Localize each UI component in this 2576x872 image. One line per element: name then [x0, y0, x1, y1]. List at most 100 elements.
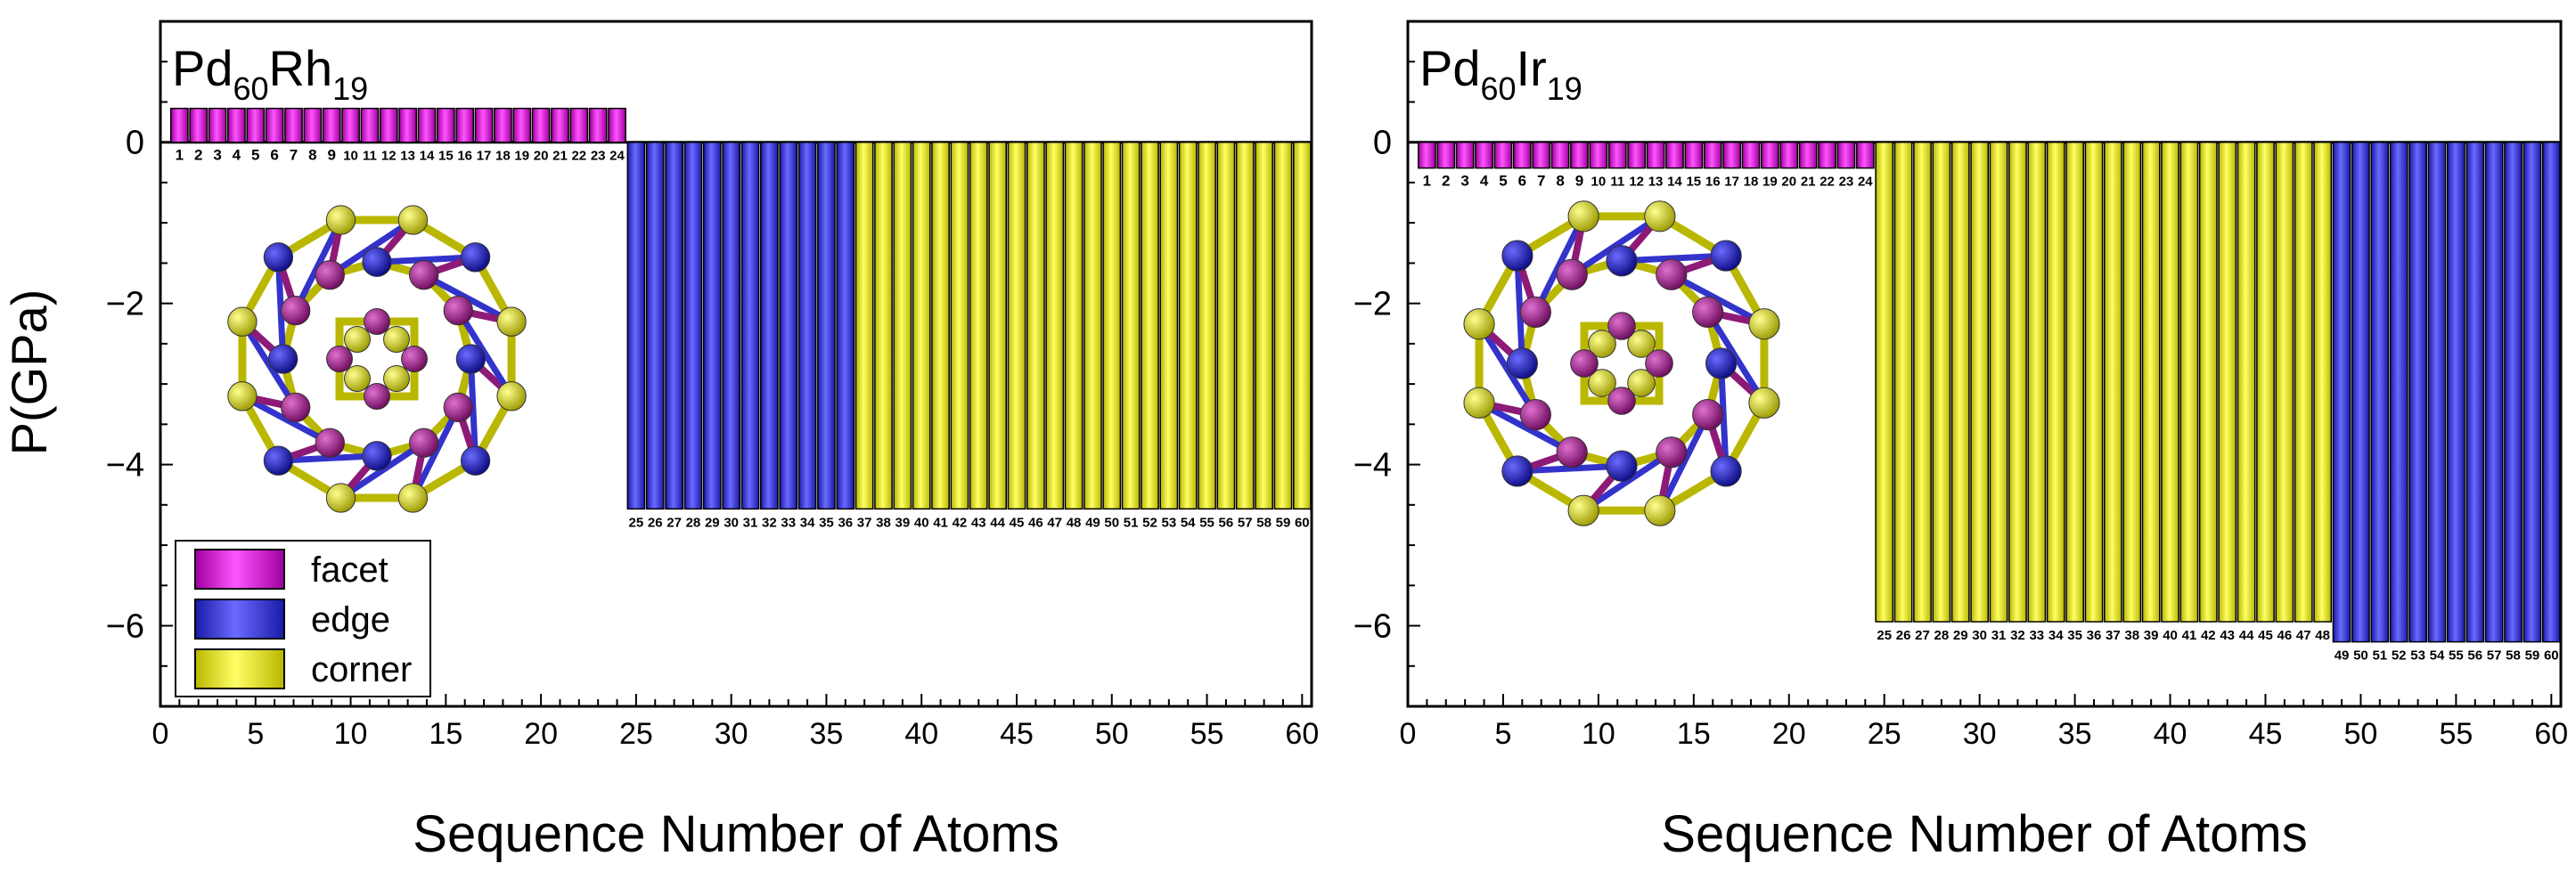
- x-tick-label: 30: [715, 717, 748, 751]
- bar-facet: [531, 107, 551, 143]
- bar-facet: [494, 107, 512, 143]
- bar-corner: [2122, 141, 2142, 623]
- bar-label: 15: [1686, 175, 1701, 190]
- bar-edge: [2541, 141, 2561, 643]
- bar-label: 43: [971, 515, 986, 530]
- x-tick-label: 25: [1868, 717, 1901, 751]
- bar-label: 8: [308, 147, 316, 164]
- x-tick-label: 40: [2154, 717, 2188, 751]
- bar-edge: [626, 141, 646, 510]
- bar-label: 51: [2372, 648, 2387, 664]
- bar-label: 4: [1480, 173, 1489, 190]
- y-tick-label: 0: [1373, 125, 1392, 162]
- x-tick-label: 55: [1190, 717, 1224, 751]
- bar-label: 37: [857, 515, 872, 530]
- bar-label: 18: [495, 149, 511, 164]
- bar-label: 14: [1667, 175, 1682, 190]
- bar-facet: [512, 107, 532, 143]
- bar-corner: [2103, 141, 2122, 623]
- bar-label: 48: [1067, 515, 1082, 530]
- panel-ir: 0−2−4−60 5 10 15 20 25 30 35 40 45 50 55 60Sequence …: [1353, 20, 2568, 863]
- bar-label: 32: [2010, 628, 2025, 643]
- bar-label: 33: [781, 515, 796, 530]
- bar-corner: [2084, 141, 2104, 623]
- x-tick-label: 5: [1494, 717, 1511, 751]
- bar-label: 45: [1010, 515, 1025, 530]
- bar-label: 2: [194, 147, 202, 164]
- bar-label: 14: [420, 149, 435, 164]
- bar-label: 59: [1276, 515, 1291, 530]
- bar-label: 54: [1181, 515, 1196, 530]
- bar-corner: [2027, 141, 2047, 623]
- bar-corner: [1007, 141, 1026, 510]
- bar-label: 22: [571, 149, 586, 164]
- bar-facet: [1607, 141, 1627, 169]
- bar-label: 58: [1256, 515, 1272, 530]
- bar-label: 21: [552, 149, 568, 164]
- bar-facet: [474, 107, 494, 143]
- bar-label: 31: [1991, 628, 2007, 643]
- bar-label: 27: [1915, 628, 1930, 643]
- bar-corner: [1875, 141, 1894, 623]
- bar-label: 55: [1199, 515, 1214, 530]
- bar-corner: [1970, 141, 1990, 623]
- bar-facet: [1703, 141, 1722, 169]
- panel-title: Pd60Ir19: [1419, 40, 1582, 107]
- bar-label: 24: [609, 149, 625, 164]
- bar-label: 54: [2430, 648, 2445, 664]
- bar-facet: [1475, 141, 1493, 169]
- bar-facet: [1798, 141, 1818, 169]
- bar-edge: [722, 141, 741, 510]
- bar-label: 48: [2315, 628, 2330, 643]
- plot-frame: [1406, 20, 2563, 708]
- bar-label: 10: [343, 149, 358, 164]
- x-tick-label: 20: [1772, 717, 1806, 751]
- bar-label: 29: [1953, 628, 1968, 643]
- bar-label: 39: [895, 515, 911, 530]
- bar-label: 31: [743, 515, 758, 530]
- bar-label: 46: [1028, 515, 1043, 530]
- bar-label: 7: [290, 147, 298, 164]
- bar-edge: [2466, 141, 2485, 643]
- bar-label: 28: [686, 515, 701, 530]
- bar-label: 11: [1610, 175, 1624, 190]
- bar-label: 7: [1537, 173, 1545, 190]
- bar-facet: [1665, 141, 1684, 169]
- x-tick-label: 50: [2344, 717, 2378, 751]
- bar-label: 33: [2029, 628, 2044, 643]
- x-tick-label: 0: [1400, 717, 1417, 751]
- y-axis-label: P(GPa): [1, 289, 57, 456]
- x-tick-label: 10: [1582, 717, 1615, 751]
- bar-label: 20: [1781, 175, 1796, 190]
- bar-facet: [436, 107, 455, 143]
- bar-edge: [779, 141, 798, 510]
- bar-label: 23: [591, 149, 606, 164]
- x-tick-label: 30: [1963, 717, 1997, 751]
- bar-corner: [1989, 141, 2008, 623]
- bar-facet: [227, 107, 246, 143]
- bar-corner: [2065, 141, 2084, 623]
- bar-edge: [2332, 141, 2351, 643]
- bar-corner: [2046, 141, 2065, 623]
- bar-corner: [2275, 141, 2294, 623]
- bar-label: 36: [838, 515, 853, 530]
- x-tick-label: 5: [247, 717, 264, 751]
- bar-corner: [1102, 141, 1122, 510]
- x-tick-label: 10: [334, 717, 368, 751]
- bar-label: 30: [1972, 628, 1987, 643]
- bar-label: 42: [2201, 628, 2216, 643]
- legend-swatch-facet: [194, 549, 285, 590]
- bar-label: 9: [1575, 173, 1583, 190]
- x-tick-label: 25: [619, 717, 653, 751]
- legend-swatch-edge: [194, 599, 285, 640]
- x-tick-label: 45: [1000, 717, 1034, 751]
- bar-corner: [1216, 141, 1236, 510]
- bar-edge: [702, 141, 722, 510]
- y-tick-label: −2: [106, 286, 144, 323]
- bar-label: 46: [2278, 628, 2293, 643]
- bar-label: 23: [1839, 175, 1854, 190]
- bar-label: 13: [400, 149, 415, 164]
- bar-facet: [1722, 141, 1741, 169]
- bar-label: 34: [2049, 628, 2064, 643]
